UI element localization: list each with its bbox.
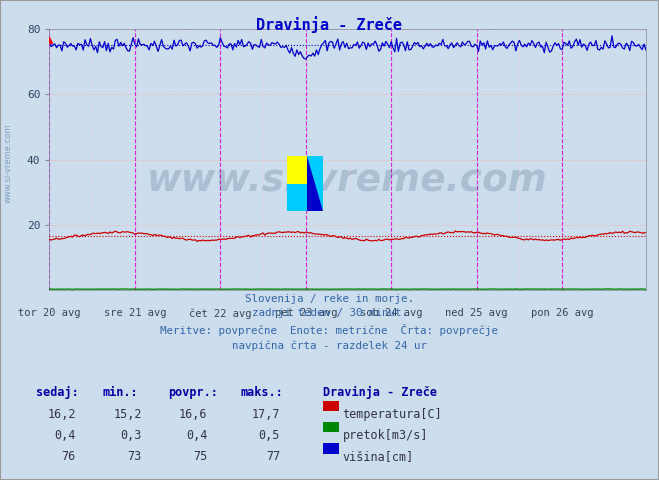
Text: 75: 75	[193, 450, 208, 463]
Text: www.si-vreme.com: www.si-vreme.com	[147, 163, 548, 199]
Text: Dravinja - Zreče: Dravinja - Zreče	[256, 16, 403, 33]
Text: pet 23 avg: pet 23 avg	[275, 308, 337, 318]
Text: 73: 73	[127, 450, 142, 463]
Text: pretok[m3/s]: pretok[m3/s]	[343, 429, 428, 442]
Text: 16,2: 16,2	[47, 408, 76, 420]
Text: temperatura[C]: temperatura[C]	[343, 408, 442, 420]
Text: maks.:: maks.:	[241, 386, 283, 399]
Text: 17,7: 17,7	[252, 408, 280, 420]
Text: 15,2: 15,2	[113, 408, 142, 420]
Text: pon 26 avg: pon 26 avg	[531, 308, 593, 318]
Text: čet 22 avg: čet 22 avg	[189, 308, 252, 319]
Text: 0,3: 0,3	[121, 429, 142, 442]
Text: min.:: min.:	[102, 386, 138, 399]
Text: višina[cm]: višina[cm]	[343, 450, 414, 463]
Text: 77: 77	[266, 450, 280, 463]
Text: www.si-vreme.com: www.si-vreme.com	[4, 123, 13, 203]
Text: 0,4: 0,4	[55, 429, 76, 442]
Text: ned 25 avg: ned 25 avg	[445, 308, 508, 318]
Text: Dravinja - Zreče: Dravinja - Zreče	[323, 386, 437, 399]
Text: sre 21 avg: sre 21 avg	[103, 308, 166, 318]
Text: Slovenija / reke in morje.
zadnji teden / 30 minut.
Meritve: povprečne  Enote: m: Slovenija / reke in morje. zadnji teden …	[161, 294, 498, 351]
Text: povpr.:: povpr.:	[168, 386, 218, 399]
Text: sob 24 avg: sob 24 avg	[360, 308, 422, 318]
Text: 76: 76	[61, 450, 76, 463]
Text: tor 20 avg: tor 20 avg	[18, 308, 80, 318]
Text: 0,5: 0,5	[259, 429, 280, 442]
Text: 16,6: 16,6	[179, 408, 208, 420]
Text: sedaj:: sedaj:	[36, 386, 79, 399]
Text: 0,4: 0,4	[186, 429, 208, 442]
